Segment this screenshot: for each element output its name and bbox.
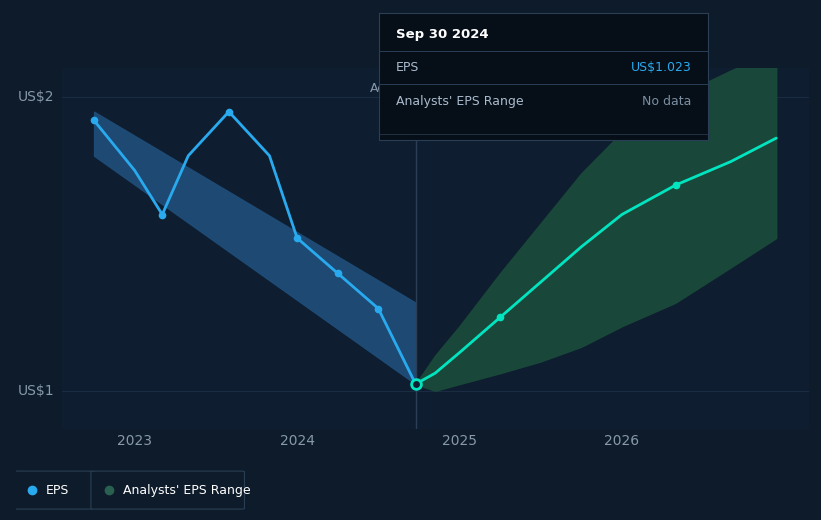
Text: US$2: US$2 <box>17 90 54 104</box>
FancyBboxPatch shape <box>14 471 94 509</box>
Text: Analysts Forecasts: Analysts Forecasts <box>422 82 539 95</box>
Text: No data: No data <box>642 95 691 108</box>
FancyBboxPatch shape <box>91 471 245 509</box>
Text: US$1: US$1 <box>17 384 54 398</box>
Text: US$1.023: US$1.023 <box>631 61 691 74</box>
Text: Actual: Actual <box>370 82 409 95</box>
Text: EPS: EPS <box>396 61 419 74</box>
Text: Analysts' EPS Range: Analysts' EPS Range <box>396 95 523 108</box>
Text: Analysts' EPS Range: Analysts' EPS Range <box>122 484 250 497</box>
Text: Sep 30 2024: Sep 30 2024 <box>396 28 488 41</box>
Text: EPS: EPS <box>46 484 69 497</box>
